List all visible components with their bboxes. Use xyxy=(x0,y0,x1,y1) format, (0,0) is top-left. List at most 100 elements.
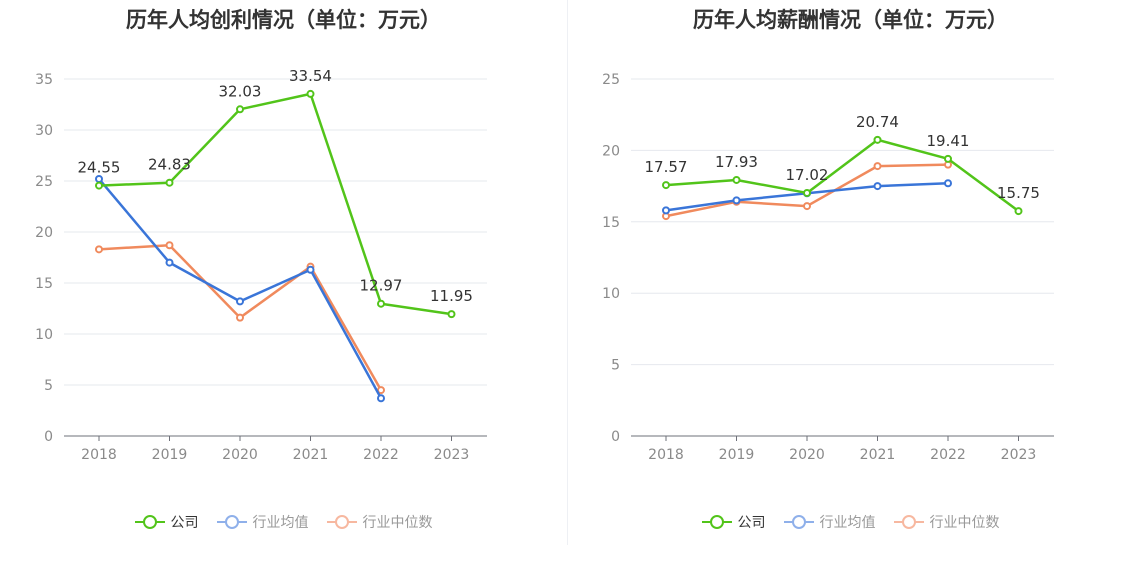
data-point-company xyxy=(95,181,103,190)
data-label: 17.02 xyxy=(786,166,829,184)
series-line-company xyxy=(665,138,1020,213)
legend-industry-median-icon xyxy=(326,515,357,529)
x-tick-label: 2023 xyxy=(1001,447,1037,463)
data-point-company xyxy=(447,310,456,319)
legend-company-dot xyxy=(709,515,724,529)
data-point-company xyxy=(306,89,315,98)
data-label: 20.74 xyxy=(856,113,899,131)
y-tick-label: 30 xyxy=(35,123,53,139)
panel-divider xyxy=(567,0,568,545)
data-point-industry-average xyxy=(732,196,741,205)
y-tick-label: 10 xyxy=(602,286,620,302)
x-tick-label: 2018 xyxy=(648,447,684,463)
x-tick-label: 2021 xyxy=(860,447,896,463)
data-point-industry-median xyxy=(377,386,385,395)
legend-company-icon xyxy=(134,515,165,529)
y-tick-label: 25 xyxy=(35,174,53,190)
y-tick-label: 5 xyxy=(44,378,53,394)
data-point-industry-average xyxy=(944,179,952,188)
x-tick-label: 2022 xyxy=(930,447,966,463)
legend-item-industry-average[interactable]: 行业均值 xyxy=(216,512,309,532)
data-point-industry-median xyxy=(165,241,174,250)
data-point-company xyxy=(732,175,741,184)
data-label: 15.75 xyxy=(997,184,1040,202)
legend-industry-average-icon xyxy=(783,515,814,529)
data-label: 32.03 xyxy=(219,82,262,100)
data-point-company xyxy=(803,188,811,197)
profit-per-capita-panel: 历年人均创利情况（单位：万元） 0 5 10 15 20 25 30 35 2018 2019 20… xyxy=(0,8,567,534)
legend-industry-median-label: 行业中位数 xyxy=(929,515,1000,531)
x-tick-label: 2022 xyxy=(363,447,399,463)
legend-item-company[interactable]: 公司 xyxy=(134,512,199,532)
series-line-industry-average xyxy=(98,178,383,399)
data-point-industry-average xyxy=(873,182,882,191)
legend-industry-average-dot xyxy=(224,515,239,529)
legend-industry-average-label: 行业均值 xyxy=(819,515,876,531)
x-tick-label: 2020 xyxy=(222,447,258,463)
data-label: 17.57 xyxy=(645,158,688,176)
legend-industry-median-dot xyxy=(901,515,916,529)
legend-company-label: 公司 xyxy=(737,515,766,531)
profit-per-capita-chart: 0 5 10 15 20 25 30 35 2018 2019 2020 2021 2022 2023 24… xyxy=(35,67,487,463)
data-point-industry-average xyxy=(377,394,385,403)
legend-item-industry-median[interactable]: 行业中位数 xyxy=(326,512,433,532)
data-label: 12.97 xyxy=(360,277,403,295)
data-point-company xyxy=(236,105,244,114)
legend-item-industry-average[interactable]: 行业均值 xyxy=(783,512,876,532)
data-label: 24.55 xyxy=(78,159,121,177)
y-tick-label: 15 xyxy=(35,276,53,292)
data-label: 11.95 xyxy=(430,287,473,305)
legend-company-label: 公司 xyxy=(170,515,199,531)
y-tick-label: 10 xyxy=(35,327,53,343)
x-tick-label: 2020 xyxy=(789,447,825,463)
data-point-company xyxy=(944,154,952,163)
legend-item-company[interactable]: 公司 xyxy=(701,512,766,532)
x-tick-label: 2023 xyxy=(434,447,470,463)
y-tick-label: 25 xyxy=(602,72,620,88)
legend-company-dot xyxy=(142,515,157,529)
data-label: 19.41 xyxy=(927,132,970,150)
data-label: 33.54 xyxy=(289,67,332,85)
data-point-industry-median xyxy=(95,245,103,254)
y-tick-label: 5 xyxy=(611,358,620,374)
legend-profit: 公司 行业均值 行业中位数 xyxy=(0,510,567,534)
x-tick-label: 2021 xyxy=(293,447,329,463)
data-point-industry-average xyxy=(306,265,315,274)
series-line-company xyxy=(98,92,452,316)
salary-per-capita-panel: 历年人均薪酬情况（单位：万元） 0 5 10 15 20 25 2018 2019 2020 20… xyxy=(567,0,1134,582)
data-point-company xyxy=(662,181,670,190)
chart-title-profit: 历年人均创利情况（单位：万元） xyxy=(126,8,441,32)
data-point-industry-average xyxy=(165,258,174,267)
chart-title-salary: 历年人均薪酬情况（单位：万元） xyxy=(693,8,1008,32)
y-tick-label: 20 xyxy=(602,143,620,159)
legend-industry-average-icon xyxy=(216,515,247,529)
y-tick-label: 0 xyxy=(44,429,53,445)
data-point-company xyxy=(377,299,385,308)
legend-industry-median-icon xyxy=(893,515,924,529)
legend-company-icon xyxy=(701,515,732,529)
legend-industry-median-dot xyxy=(334,515,349,529)
data-point-company xyxy=(873,135,882,144)
data-point-industry-average xyxy=(236,297,244,306)
data-point-industry-average xyxy=(95,174,103,183)
legend-industry-average-dot xyxy=(791,515,806,529)
data-point-industry-median xyxy=(236,313,244,322)
y-tick-label: 15 xyxy=(602,215,620,231)
legend-industry-average-label: 行业均值 xyxy=(252,515,309,531)
data-point-industry-average xyxy=(662,206,670,215)
x-tick-label: 2019 xyxy=(152,447,188,463)
data-point-industry-median xyxy=(803,202,811,211)
legend-item-industry-median[interactable]: 行业中位数 xyxy=(893,512,1000,532)
data-point-company xyxy=(165,178,174,187)
data-point-industry-median xyxy=(873,162,882,171)
legend-industry-median-label: 行业中位数 xyxy=(362,515,433,531)
data-label: 17.93 xyxy=(715,153,758,171)
y-tick-label: 35 xyxy=(35,72,53,88)
legend-salary: 公司 行业均值 行业中位数 xyxy=(567,510,1134,534)
y-tick-label: 0 xyxy=(611,429,620,445)
x-tick-label: 2018 xyxy=(81,447,117,463)
data-label: 24.83 xyxy=(148,156,191,174)
y-tick-label: 20 xyxy=(35,225,53,241)
salary-per-capita-chart: 0 5 10 15 20 25 2018 2019 2020 2021 2022 2023 17.57 1… xyxy=(602,72,1054,463)
x-tick-label: 2019 xyxy=(719,447,755,463)
